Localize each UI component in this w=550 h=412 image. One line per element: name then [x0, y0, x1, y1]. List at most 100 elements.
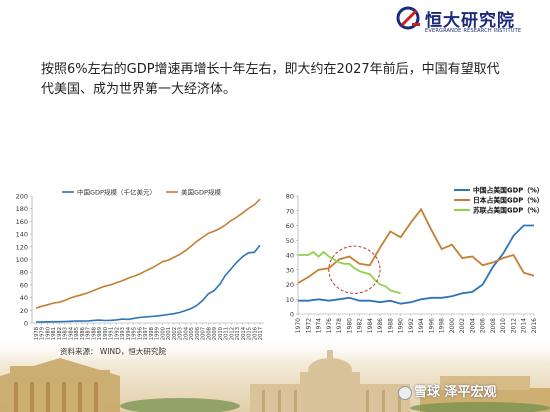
x-tick-label: 1993: [120, 327, 126, 340]
annotation-ellipse: [328, 245, 381, 294]
series-line-china: [35, 244, 261, 323]
series-line-ussr: [298, 250, 401, 295]
x-tick-label: 2017: [258, 327, 264, 340]
x-tick-label: 1997: [143, 327, 149, 340]
x-tick-label: 2014: [521, 318, 528, 333]
x-tick-label: 1992: [408, 318, 415, 333]
y-tick-label: 30: [286, 266, 294, 274]
logo-name: 恒大研究院: [425, 11, 515, 31]
x-tick-label: 1996: [137, 327, 143, 340]
x-tick-label: 2002: [172, 327, 178, 340]
logo-mark-icon: [396, 6, 420, 30]
x-tick-label: 2008: [490, 318, 497, 333]
x-tick-label: 1989: [97, 327, 103, 340]
x-tick-label: 2010: [500, 318, 507, 333]
x-tick-label: 2013: [235, 327, 241, 340]
x-tick-label: 1990: [398, 318, 405, 333]
x-tick-label: 2011: [224, 327, 230, 340]
series-line-usa: [35, 198, 261, 309]
logo: 恒大研究院 EVERGRANDE RESEARCH INSTITUTE: [396, 5, 544, 41]
x-tick-label: 2009: [212, 327, 218, 340]
x-tick-label: 2016: [531, 318, 538, 333]
y-tick-label: 20: [20, 307, 28, 315]
x-tick-label: 1996: [428, 318, 435, 333]
source-note: 资料来源： WIND，恒大研究院: [60, 347, 166, 356]
x-tick-label: 1984: [68, 326, 74, 340]
x-tick-label: 1978: [34, 327, 40, 340]
x-tick-label: 1970: [295, 318, 302, 333]
x-tick-label: 2005: [189, 327, 195, 340]
x-tick-label: 1978: [336, 318, 343, 333]
legend-label-ussr: 苏联占美国GDP（%）: [473, 206, 544, 215]
x-tick-label: 1981: [51, 327, 57, 340]
y-tick-label: 80: [20, 269, 28, 277]
y-tick-label: 140: [16, 231, 28, 239]
x-tick-label: 1985: [74, 327, 80, 340]
logo-subtitle: EVERGRANDE RESEARCH INSTITUTE: [425, 28, 522, 34]
x-tick-label: 1991: [109, 327, 115, 340]
x-tick-label: 2004: [469, 318, 476, 333]
y-tick-label: 0: [290, 311, 294, 319]
x-tick-label: 1982: [357, 318, 364, 333]
x-tick-label: 2002: [459, 318, 466, 333]
x-tick-label: 2010: [218, 327, 224, 340]
x-tick-label: 2004: [183, 326, 189, 340]
y-tick-label: 160: [16, 218, 28, 226]
headline-text: 按照6%左右的GDP增速再增长十年左右，即大约在2027年前后，中国有望取代代美…: [41, 62, 500, 97]
x-tick-label: 1998: [439, 318, 446, 333]
x-tick-label: 1986: [377, 318, 384, 333]
x-tick-label: 2006: [480, 318, 487, 333]
y-tick-label: 60: [286, 222, 294, 230]
x-tick-label: 2016: [252, 327, 258, 340]
x-tick-label: 1980: [346, 318, 353, 333]
x-tick-label: 1990: [103, 327, 109, 340]
series-line-japan: [297, 207, 535, 284]
y-tick-label: 0: [24, 320, 28, 328]
x-tick-label: 1986: [80, 327, 86, 340]
y-tick-label: 200: [16, 193, 28, 201]
y-tick-label: 80: [286, 193, 294, 201]
watermark: 雪球 泽平宏观: [398, 381, 497, 400]
x-tick-label: 2006: [195, 327, 201, 340]
x-tick-label: 1976: [326, 318, 333, 333]
x-tick-label: 2014: [241, 326, 247, 340]
y-tick-label: 100: [16, 256, 28, 264]
y-tick-label: 50: [286, 237, 294, 245]
x-tick-label: 1983: [63, 327, 69, 340]
x-tick-label: 1984: [367, 318, 374, 333]
x-tick-label: 2008: [206, 327, 212, 340]
x-tick-label: 1988: [387, 318, 394, 333]
x-tick-label: 1998: [149, 327, 155, 340]
x-tick-label: 1979: [40, 327, 46, 340]
x-tick-label: 1982: [57, 327, 63, 340]
x-tick-label: 1994: [126, 326, 132, 340]
x-tick-label: 2012: [510, 318, 517, 333]
x-tick-label: 1994: [418, 318, 425, 333]
y-tick-label: 70: [286, 207, 294, 215]
x-tick-label: 1987: [86, 327, 92, 340]
y-tick-label: 120: [16, 243, 28, 251]
y-tick-label: 10: [286, 296, 294, 304]
x-tick-label: 1995: [132, 327, 138, 340]
legend-label-china: 中国占美国GDP（%）: [473, 186, 544, 195]
x-tick-label: 2015: [247, 327, 253, 340]
x-tick-label: 2001: [166, 327, 172, 340]
legend-label-japan: 日本占美国GDP（%）: [473, 196, 544, 205]
watermark-text: 雪球 泽平宏观: [414, 385, 497, 400]
x-tick-label: 2000: [449, 318, 456, 333]
x-tick-label: 1974: [316, 318, 323, 333]
series-line-china: [298, 224, 534, 305]
footer-banner-image: [0, 336, 550, 412]
legend-label: 中国GDP规模（千亿美元）: [77, 188, 156, 197]
x-tick-label: 1992: [114, 327, 120, 340]
wechat-icon: [398, 385, 412, 400]
y-tick-label: 60: [20, 281, 28, 289]
x-tick-label: 2003: [178, 327, 184, 340]
y-tick-label: 40: [286, 252, 294, 260]
x-tick-label: 1972: [305, 318, 312, 333]
x-tick-label: 1999: [155, 327, 161, 340]
x-tick-label: 2000: [160, 327, 166, 340]
x-tick-label: 2012: [229, 327, 235, 340]
